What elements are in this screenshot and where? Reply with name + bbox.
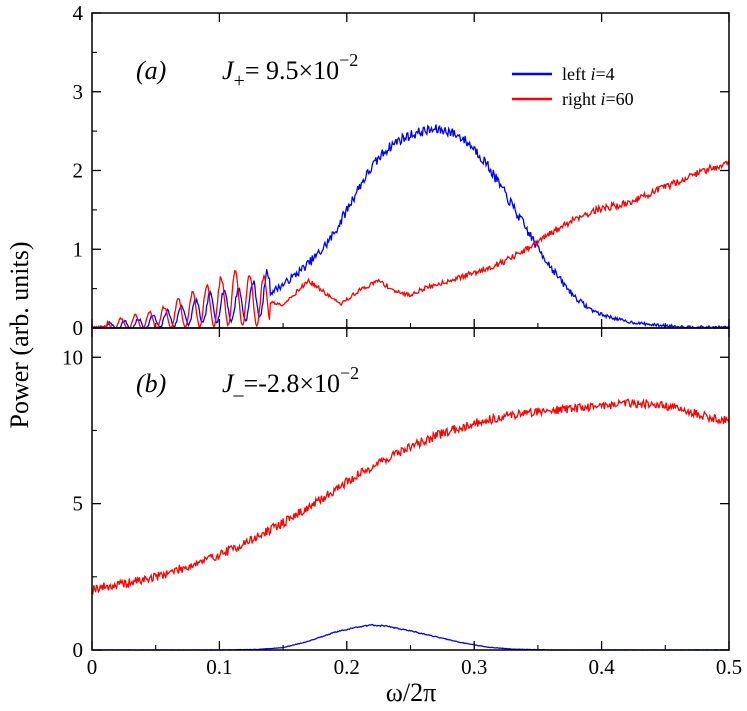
panel-a-frame [91, 12, 730, 329]
x-tick-label-5: 0.5 [716, 655, 742, 679]
y-tick-label-b-0: 0 [73, 638, 84, 662]
y-axis-title: Power (arb. units) [5, 241, 34, 428]
panel-a-tag: (a) [136, 56, 166, 85]
panel-a-ticks: 0 1 2 3 4 [73, 1, 730, 340]
legend-label-right: right i=60 [562, 89, 634, 109]
x-tick-label-1: 0.1 [206, 655, 232, 679]
legend: left i=4 right i=60 [512, 64, 634, 109]
y-tick-label-b-2: 10 [62, 345, 83, 369]
x-tick-label-3: 0.3 [461, 655, 487, 679]
panel-b-tag: (b) [136, 369, 166, 398]
panel-b: 0 0.1 0.2 0.3 0.4 0.5 0 5 10 (b) J_=-2.8×10−2 [62, 327, 742, 679]
series-line-a-right [92, 160, 730, 330]
y-tick-label-a-3: 3 [73, 80, 84, 104]
panel-a-coupling-value: = 9.5×10 [245, 56, 339, 85]
panel-b-coupling-value: =-2.8×10 [244, 369, 340, 398]
panel-a-coupling-sub: + [234, 70, 245, 92]
panel-b-frame [91, 327, 730, 651]
plot-area-b [91, 397, 730, 651]
y-tick-label-b-1: 5 [73, 492, 84, 516]
y-tick-label-a-0: 0 [73, 316, 84, 340]
legend-right-name: right [562, 89, 596, 109]
x-tick-label-0: 0 [87, 655, 98, 679]
legend-left-val: =4 [596, 64, 615, 84]
panel-a-coupling: J+= 9.5×10−2 [222, 50, 358, 92]
y-tick-label-a-4: 4 [73, 1, 84, 25]
x-tick-label-4: 0.4 [588, 655, 615, 679]
legend-right-val: =60 [606, 89, 634, 109]
panel-a-coupling-exp: −2 [339, 50, 358, 70]
panel-b-coupling: J_=-2.8×10−2 [222, 363, 359, 399]
legend-left-var: i [591, 64, 596, 84]
legend-left-name: left [562, 64, 586, 84]
y-tick-label-a-2: 2 [73, 159, 84, 183]
x-axis-title: ω/2π [386, 678, 436, 707]
panel-b-coupling-exp: −2 [340, 363, 359, 383]
legend-label-left: left i=4 [562, 64, 615, 84]
panel-a-coupling-symbol: J [222, 56, 235, 85]
series-line-b-right [91, 397, 730, 596]
series-line-a-left [91, 124, 730, 330]
panel-b-ticks: 0 0.1 0.2 0.3 0.4 0.5 0 5 10 [62, 328, 742, 679]
panel-b-coupling-symbol: J [222, 369, 235, 398]
plot-area-a [91, 124, 730, 330]
panel-b-coupling-sub: _ [233, 377, 245, 399]
y-tick-label-a-1: 1 [73, 237, 84, 261]
legend-right-var: i [601, 89, 606, 109]
x-tick-label-2: 0.2 [334, 655, 360, 679]
